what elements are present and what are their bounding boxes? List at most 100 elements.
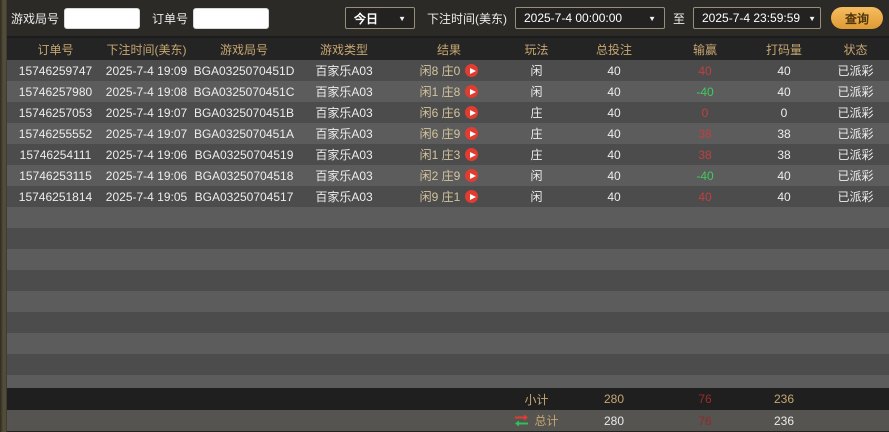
cell-result: 闲1 庄8	[389, 81, 509, 102]
cell-status: 已派彩	[837, 190, 874, 204]
col-header-total-bet: 总投注	[595, 42, 632, 57]
table-row: 15746254111 2025-7-4 19:06 BGA0325070451…	[7, 144, 889, 165]
cell-bet-time: 2025-7-4 19:07	[105, 105, 188, 120]
cell-result: 闲9 庄1	[389, 186, 509, 207]
cell-turnover: 38	[777, 147, 791, 162]
cell-play: 闲	[530, 169, 543, 183]
col-header-turnover: 打码量	[765, 42, 802, 57]
cell-result: 闲1 庄3	[389, 144, 509, 165]
cell-game-type: 百家乐A03	[315, 169, 373, 183]
total-total-bet: 280	[603, 413, 625, 428]
play-icon[interactable]	[465, 190, 479, 203]
chevron-down-icon: ▼	[398, 13, 406, 23]
subtotal-label: 小计	[524, 392, 549, 407]
cell-result: 闲6 庄6	[389, 102, 509, 123]
result-text: 闲1 庄8	[419, 85, 461, 99]
cell-order-no: 15746255552	[18, 126, 93, 141]
cell-play: 庄	[530, 127, 543, 141]
play-icon[interactable]	[465, 148, 479, 161]
cell-round-no: BGA03250704518	[194, 168, 294, 183]
col-header-bet-time: 下注时间(美东)	[106, 42, 187, 57]
cell-game-type: 百家乐A03	[315, 127, 373, 141]
cell-order-no: 15746259747	[18, 63, 93, 78]
col-header-round-no: 游戏局号	[219, 42, 268, 57]
col-header-game-type: 游戏类型	[319, 42, 368, 57]
cell-turnover: 40	[777, 63, 791, 78]
order-no-label: 订单号	[152, 11, 189, 26]
cell-status: 已派彩	[837, 106, 874, 120]
cell-game-type: 百家乐A03	[315, 85, 373, 99]
cell-bet-time: 2025-7-4 19:08	[105, 84, 188, 99]
date-range-to-label: 至	[672, 11, 685, 26]
cell-round-no: BGA0325070451B	[193, 105, 295, 120]
bet-records-panel: 游戏局号 订单号 今日 ▼ 下注时间(美东) 2025-7-4 00:00:00…	[7, 0, 889, 432]
play-icon[interactable]	[465, 169, 479, 182]
date-from-select[interactable]: 2025-7-4 00:00:00 ▼	[514, 7, 665, 29]
cell-total-bet: 40	[607, 84, 621, 99]
result-text: 闲6 庄9	[419, 127, 461, 141]
cell-round-no: BGA03250704519	[194, 147, 294, 162]
order-no-input[interactable]	[193, 7, 270, 29]
cell-game-type: 百家乐A03	[315, 148, 373, 162]
cell-status: 已派彩	[837, 85, 874, 99]
query-button[interactable]: 查询	[831, 7, 883, 29]
cell-order-no: 15746251814	[18, 189, 93, 204]
table-row: 15746257053 2025-7-4 19:07 BGA0325070451…	[7, 102, 889, 123]
subtotal-win-loss: 76	[698, 392, 712, 406]
play-icon[interactable]	[465, 106, 479, 119]
cell-turnover: 40	[777, 168, 791, 183]
cell-bet-time: 2025-7-4 19:09	[105, 63, 188, 78]
filter-toolbar: 游戏局号 订单号 今日 ▼ 下注时间(美东) 2025-7-4 00:00:00…	[7, 0, 889, 36]
cell-order-no: 15746257053	[18, 105, 93, 120]
empty-row	[7, 249, 889, 270]
empty-row	[7, 312, 889, 333]
cell-win-loss: 0	[701, 105, 709, 120]
play-icon[interactable]	[465, 85, 479, 98]
period-select[interactable]: 今日 ▼	[344, 7, 415, 29]
game-round-input[interactable]	[64, 7, 141, 29]
total-row: 总计 280 76 236	[7, 410, 889, 431]
date-from-value: 2025-7-4 00:00:00	[523, 11, 623, 25]
cell-total-bet: 40	[607, 63, 621, 78]
empty-row	[7, 354, 889, 375]
col-header-win-loss: 输赢	[692, 42, 717, 57]
cell-turnover: 40	[777, 189, 791, 204]
cell-round-no: BGA03250704517	[194, 189, 294, 204]
cell-turnover: 40	[777, 84, 791, 99]
cell-result: 闲6 庄9	[389, 123, 509, 144]
cell-result: 闲2 庄9	[389, 165, 509, 186]
window-left-edge	[0, 0, 7, 432]
total-turnover: 236	[773, 413, 795, 428]
play-icon[interactable]	[465, 64, 479, 77]
cell-total-bet: 40	[607, 168, 621, 183]
total-label: 总计	[534, 414, 559, 428]
cell-result: 闲8 庄0	[389, 60, 509, 81]
table-row: 15746255552 2025-7-4 19:07 BGA0325070451…	[7, 123, 889, 144]
date-to-select[interactable]: 2025-7-4 23:59:59 ▼	[693, 7, 821, 29]
cell-turnover: 38	[777, 126, 791, 141]
cell-order-no: 15746253115	[19, 168, 92, 183]
empty-row	[7, 333, 889, 354]
play-icon[interactable]	[465, 127, 479, 140]
cell-play: 庄	[530, 148, 543, 162]
cell-win-loss: 40	[698, 189, 712, 204]
game-round-label: 游戏局号	[11, 11, 60, 26]
result-text: 闲1 庄3	[419, 148, 461, 162]
cell-bet-time: 2025-7-4 19:07	[105, 126, 188, 141]
empty-row	[7, 270, 889, 291]
cell-total-bet: 40	[607, 147, 621, 162]
swap-icon[interactable]	[514, 414, 529, 427]
table-row: 15746259747 2025-7-4 19:09 BGA0325070451…	[7, 60, 889, 81]
cell-win-loss: 40	[698, 63, 712, 78]
cell-play: 闲	[530, 64, 543, 78]
col-header-play: 玩法	[524, 42, 549, 57]
cell-bet-time: 2025-7-4 19:06	[105, 147, 188, 162]
cell-round-no: BGA0325070451D	[193, 63, 295, 78]
date-to-value: 2025-7-4 23:59:59	[702, 11, 801, 25]
result-text: 闲9 庄1	[419, 190, 461, 204]
cell-game-type: 百家乐A03	[315, 106, 373, 120]
cell-play: 闲	[530, 190, 543, 204]
cell-status: 已派彩	[837, 169, 874, 183]
cell-status: 已派彩	[837, 127, 874, 141]
cell-play: 庄	[530, 106, 543, 120]
